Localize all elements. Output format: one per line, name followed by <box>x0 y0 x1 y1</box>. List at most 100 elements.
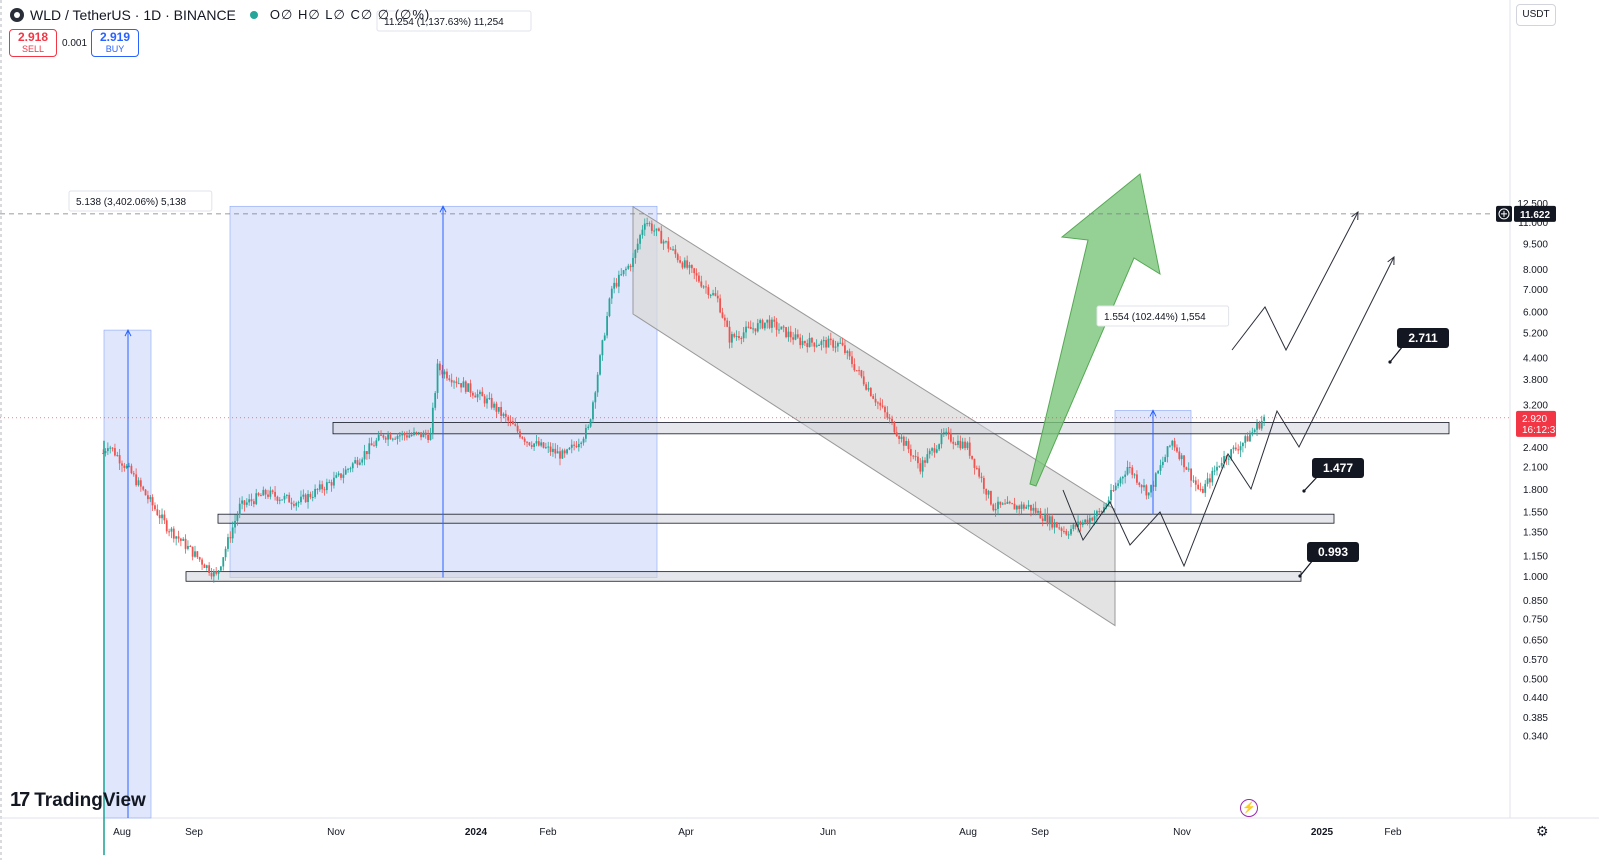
candle-body <box>375 440 378 446</box>
spread-value: 0.001 <box>62 38 88 49</box>
candle-body <box>924 460 926 463</box>
candle-body <box>660 230 663 244</box>
candle-body <box>229 537 232 539</box>
candle-body <box>191 546 194 557</box>
time-tick-label: Sep <box>185 827 203 838</box>
candle-body <box>589 419 592 427</box>
candle-body <box>450 379 453 383</box>
candle-body <box>1209 478 1211 483</box>
candle-body <box>1173 440 1176 448</box>
candle-body <box>632 257 634 268</box>
level-callout-line <box>1389 345 1404 363</box>
time-tick-label: Nov <box>1173 827 1191 838</box>
candle-body <box>368 443 371 455</box>
price-tick-label: 12.500 <box>1517 199 1548 210</box>
projection-path <box>1231 211 1359 352</box>
candle-body <box>761 320 764 329</box>
candle-body <box>858 370 860 372</box>
ohlc-values: O∅ H∅ L∅ C∅ ∅ (∅%) <box>269 7 431 22</box>
candle-body <box>721 312 724 318</box>
sell-button[interactable]: 2.918 SELL <box>9 29 57 57</box>
current-price-label: 2.920 <box>1522 414 1547 425</box>
candle-body <box>690 265 693 269</box>
candle-body <box>135 474 138 486</box>
bullish-arrow <box>1029 173 1161 487</box>
candle-body <box>1128 466 1131 468</box>
candle-body <box>919 463 922 472</box>
candle-body <box>431 407 434 433</box>
buy-button[interactable]: 2.919 BUY <box>91 29 139 57</box>
candle-body <box>358 462 361 465</box>
lightning-icon[interactable]: ⚡ <box>1240 799 1258 817</box>
candle-body <box>1220 463 1223 466</box>
candle-body <box>497 407 500 412</box>
candle-body <box>961 441 964 449</box>
candle-body <box>121 463 123 466</box>
candle-body <box>959 440 962 449</box>
candle-body <box>297 502 300 504</box>
descending-channel <box>632 205 1116 627</box>
candle-body <box>815 345 818 347</box>
time-tick-label: Feb <box>539 827 557 838</box>
candle-body <box>476 394 479 398</box>
candle-body <box>733 334 736 337</box>
candle-body <box>907 441 910 450</box>
price-tick-label: 0.500 <box>1523 674 1548 685</box>
candle-body <box>250 499 253 502</box>
candle-body <box>394 438 397 440</box>
candle-body <box>667 241 670 249</box>
candle-body <box>542 442 545 448</box>
candle-body <box>170 528 173 532</box>
candle-body <box>182 538 185 541</box>
symbol-logo-icon <box>10 8 24 22</box>
candle-body <box>622 270 625 275</box>
candle-body <box>931 448 933 451</box>
crosshair-price-box <box>1514 205 1556 222</box>
candle-body <box>573 444 576 446</box>
symbol-header[interactable]: WLD / TetherUS · 1D · BINANCE O∅ H∅ L∅ C… <box>10 5 430 25</box>
candle-body <box>818 344 820 346</box>
candle-body <box>714 293 717 296</box>
candle-body <box>238 503 241 515</box>
settings-gear-icon[interactable]: ⚙ <box>1536 823 1549 839</box>
candle-body <box>1023 504 1025 509</box>
candle-body <box>1263 416 1265 421</box>
candle-body <box>356 460 359 465</box>
candle-body <box>1256 423 1258 430</box>
candle-body <box>462 381 465 388</box>
tradingview-logo: 17 TradingView <box>10 789 146 812</box>
candle-body <box>799 337 802 346</box>
measure-arrow <box>439 205 447 213</box>
candle-body <box>794 334 797 340</box>
candle-body <box>123 465 126 468</box>
candle-body <box>1213 470 1216 472</box>
candle-body <box>1084 519 1087 523</box>
candle-body <box>396 435 399 440</box>
candle-body <box>464 381 467 392</box>
candle-body <box>1138 482 1141 485</box>
candle-body <box>653 230 656 232</box>
level-callout-dot <box>1302 489 1306 493</box>
candle-body <box>373 445 375 447</box>
candle-body <box>1150 484 1152 493</box>
candle-body <box>1145 485 1148 496</box>
currency-selector[interactable]: USDT <box>1516 4 1556 26</box>
candle-body <box>483 396 486 404</box>
candle-body <box>599 355 601 375</box>
candle-body <box>702 286 705 288</box>
level-callout-box <box>1397 328 1449 348</box>
price-tick-label: 9.500 <box>1523 240 1548 251</box>
candle-body <box>460 383 462 388</box>
candle-body <box>789 331 792 338</box>
candle-body <box>1053 522 1056 528</box>
candle-body <box>752 328 754 330</box>
candle-body <box>693 268 696 274</box>
candle-body <box>490 397 493 408</box>
candle-body <box>544 447 547 449</box>
candle-body <box>340 473 342 478</box>
candle-body <box>683 260 686 268</box>
candle-body <box>1126 466 1129 475</box>
candle-body <box>104 451 107 454</box>
